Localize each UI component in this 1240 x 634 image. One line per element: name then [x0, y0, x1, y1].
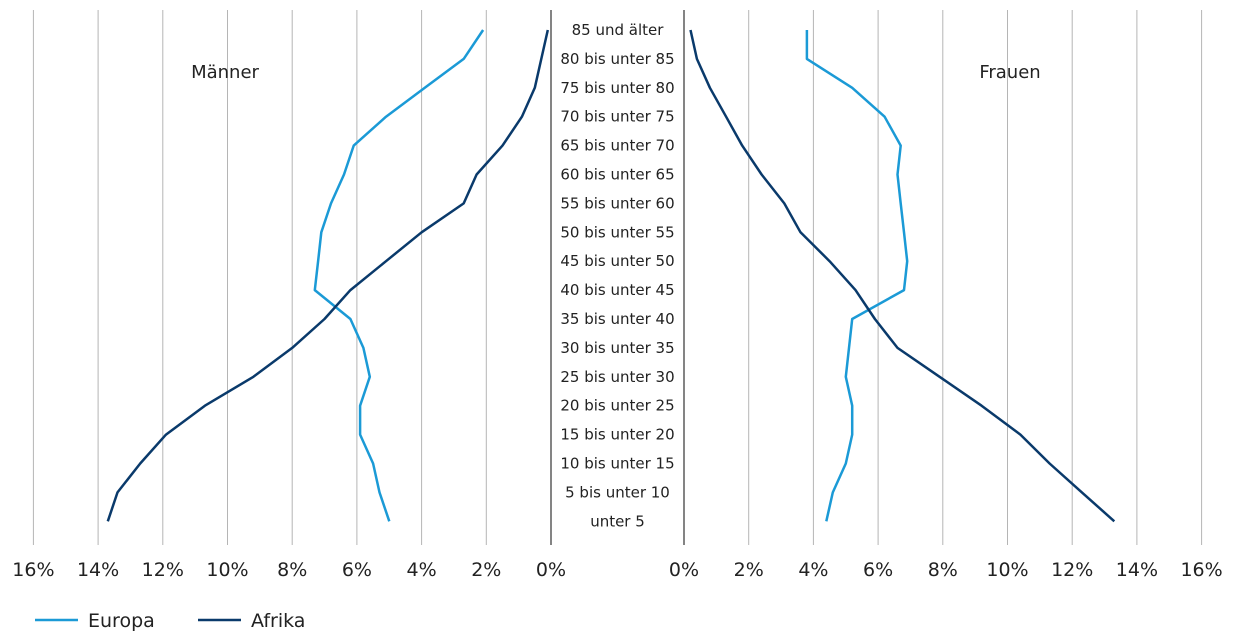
legend-label-europa: Europa — [88, 610, 155, 632]
tick-label-right: 4% — [798, 559, 828, 581]
age-group-label: 15 bis unter 20 — [560, 426, 674, 444]
age-group-label: 40 bis unter 45 — [560, 281, 674, 299]
age-group-label: unter 5 — [590, 512, 645, 530]
tick-label-left: 0% — [536, 559, 566, 581]
series-line-europa-men — [313, 29, 485, 522]
age-group-label: 50 bis unter 55 — [560, 223, 674, 241]
age-group-label: 20 bis unter 25 — [560, 397, 674, 415]
age-group-label: 70 bis unter 75 — [560, 108, 674, 126]
series-line-afrika-women — [689, 29, 1116, 523]
tick-label-right: 8% — [928, 559, 958, 581]
tick-label-left: 4% — [407, 559, 437, 581]
right-panel-grid — [683, 10, 1203, 545]
legend-label-afrika: Afrika — [251, 610, 305, 632]
age-group-label: 60 bis unter 65 — [560, 166, 674, 184]
age-group-label: 55 bis unter 60 — [560, 194, 674, 212]
age-group-label: 75 bis unter 80 — [560, 79, 674, 97]
left-panel-grid — [32, 10, 552, 545]
tick-label-right: 2% — [734, 559, 764, 581]
series-lines — [106, 29, 1116, 523]
tick-label-right: 6% — [863, 559, 893, 581]
tick-label-right: 14% — [1116, 559, 1158, 581]
tick-label-left: 10% — [206, 559, 248, 581]
age-group-label: 85 und älter — [572, 21, 665, 39]
legend: Europa Afrika — [35, 610, 305, 632]
tick-label-left: 6% — [342, 559, 372, 581]
tick-label-right: 0% — [669, 559, 699, 581]
tick-label-left: 2% — [471, 559, 501, 581]
panel-title-women: Frauen — [979, 62, 1040, 83]
tick-label-right: 12% — [1051, 559, 1093, 581]
tick-label-left: 8% — [277, 559, 307, 581]
tick-label-right: 10% — [986, 559, 1028, 581]
age-group-label: 5 bis unter 10 — [565, 483, 670, 501]
age-group-label: 10 bis unter 15 — [560, 455, 674, 473]
age-group-label: 35 bis unter 40 — [560, 310, 674, 328]
tick-label-left: 14% — [77, 559, 119, 581]
series-line-afrika-men — [106, 29, 550, 522]
age-group-label: 45 bis unter 50 — [560, 252, 674, 270]
tick-label-left: 16% — [12, 559, 54, 581]
age-group-label: 80 bis unter 85 — [560, 50, 674, 68]
age-group-label: 25 bis unter 30 — [560, 368, 674, 386]
age-group-label: 30 bis unter 35 — [560, 339, 674, 357]
left-axis-tick-labels: 16% 14% 12% 10% 8% 6% 4% 2% 0% — [12, 559, 566, 581]
series-line-europa-women — [805, 30, 909, 522]
panel-title-men: Männer — [191, 62, 259, 83]
tick-label-left: 12% — [142, 559, 184, 581]
right-axis-tick-labels: 0% 2% 4% 6% 8% 10% 12% 14% 16% — [669, 559, 1223, 581]
age-group-labels: 85 und älter 80 bis unter 85 75 bis unter … — [560, 21, 674, 530]
tick-label-right: 16% — [1180, 559, 1222, 581]
age-group-label: 65 bis unter 70 — [560, 137, 674, 155]
